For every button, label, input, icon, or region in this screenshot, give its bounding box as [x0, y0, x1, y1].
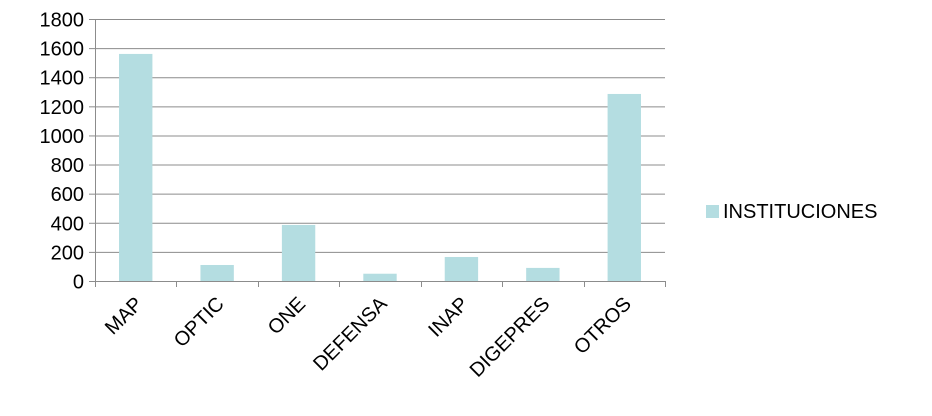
y-tick-label: 0 [73, 272, 84, 294]
axes [89, 19, 666, 287]
bars [119, 53, 641, 281]
x-tick-label: ONE [264, 293, 310, 339]
x-tick-label: OTROS [570, 293, 636, 359]
y-tick-label: 200 [51, 242, 84, 264]
y-tick-label: 1400 [40, 68, 85, 90]
legend: INSTITUCIONES [706, 201, 877, 223]
y-tick-label: 1800 [40, 10, 85, 32]
legend-swatch [706, 205, 719, 218]
y-tick-label: 1000 [40, 126, 85, 148]
y-tick-label: 1200 [40, 97, 85, 119]
bar-map [119, 53, 153, 281]
bar-digepres [526, 267, 560, 281]
y-tick-label: 400 [51, 213, 84, 235]
x-tick-label: MAP [101, 293, 147, 339]
x-tick-label: OPTIC [170, 293, 229, 352]
bar-inap [444, 256, 479, 281]
bar-otros [607, 93, 641, 281]
bar-one [281, 224, 316, 281]
legend-label: INSTITUCIONES [723, 201, 877, 223]
bar-defensa [363, 273, 397, 281]
y-tick-label: 600 [51, 184, 84, 206]
y-tick-label: 800 [51, 155, 84, 177]
bar-optic [200, 264, 234, 281]
gridlines [95, 19, 665, 253]
y-tick-label: 1600 [40, 39, 85, 61]
y-tick-labels: 0 200 400 600 800 1000 1200 1400 1600 1800 [40, 10, 85, 294]
x-tick-label: DIGEPRES [466, 293, 555, 382]
x-tick-label: INAP [424, 293, 473, 342]
x-tick-label: DEFENSA [309, 293, 392, 376]
